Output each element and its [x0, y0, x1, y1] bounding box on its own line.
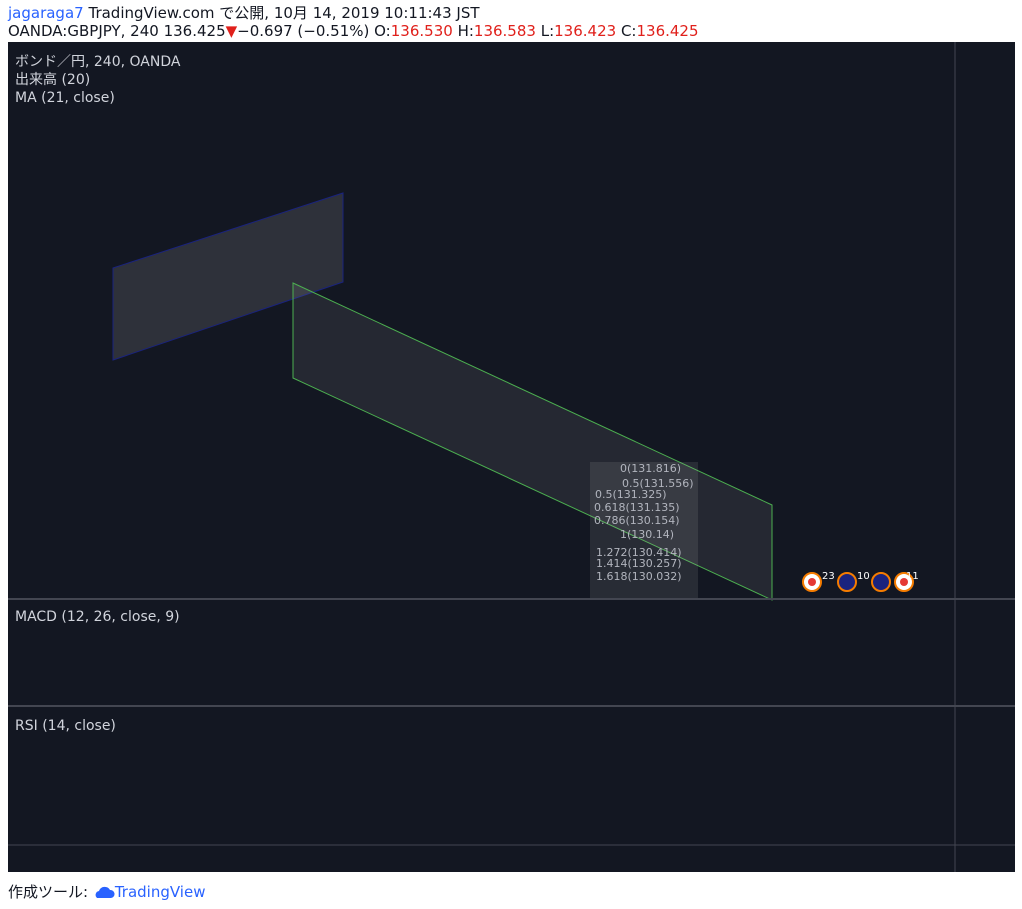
legend-entry: 出来高 (20) — [15, 71, 90, 88]
footer: 作成ツール: TradingView — [8, 881, 205, 902]
ohlc-key: C: — [620, 22, 637, 40]
fib-label: 0.5(131.325) — [595, 488, 667, 501]
ohlc-value: 136.583 — [473, 22, 536, 40]
header-line-2: OANDA:GBPJPY, 240 136.425▼−0.697 (−0.51%… — [8, 22, 699, 40]
down-arrow: ▼ — [225, 22, 238, 40]
event-flag — [900, 578, 908, 586]
fib-label: 0(131.816) — [620, 462, 681, 475]
fib-label: 1(130.14) — [620, 528, 674, 541]
chart: 0(131.816) 0.5(131.556) 0.5(131.325) 0.6… — [8, 42, 1015, 872]
brand[interactable]: TradingView — [114, 883, 206, 901]
symbol: OANDA:GBPJPY, 240 — [8, 22, 159, 40]
main-title: ボンド／円, 240, OANDA — [15, 54, 181, 70]
event-count: 23 — [822, 571, 835, 582]
rsi-title: RSI (14, close) — [15, 718, 116, 734]
event-flag — [808, 578, 816, 586]
brand-icon — [95, 886, 115, 898]
ohlc-key: H: — [457, 22, 474, 40]
fib-label: 1.272(130.414) — [596, 546, 682, 559]
header: jagaraga7 TradingView.com で公開, 10月 14, 2… — [8, 4, 699, 40]
footer-label: 作成ツール: — [8, 883, 89, 901]
user[interactable]: jagaraga7 — [8, 4, 84, 22]
event-count: 11 — [906, 571, 919, 582]
fib-label: 0.5(131.556) — [622, 477, 694, 490]
event-icon[interactable] — [837, 572, 857, 592]
events: 23 10 11 — [802, 571, 919, 592]
header-line-1: jagaraga7 TradingView.com で公開, 10月 14, 2… — [8, 4, 699, 22]
fib-zone — [590, 462, 698, 598]
fib-label: 0.618(131.135) — [594, 501, 680, 514]
macd-title: MACD (12, 26, close, 9) — [15, 609, 180, 625]
ohlc-value: 136.530 — [390, 22, 453, 40]
fib-label: 1.618(130.032) — [596, 570, 682, 583]
chart-background — [8, 42, 1015, 872]
event-icon[interactable] — [871, 572, 891, 592]
fib-label: 0.786(130.154) — [594, 514, 680, 527]
last-price: 136.425 — [163, 22, 226, 40]
event-count: 10 — [857, 571, 870, 582]
legend-entry: MA (21, close) — [15, 90, 115, 106]
ohlc-value: 136.423 — [554, 22, 617, 40]
ohlc-key: O: — [374, 22, 391, 40]
ohlc-value: 136.425 — [636, 22, 699, 40]
ohlc-key: L: — [540, 22, 555, 40]
fib-label: 1.414(130.257) — [596, 557, 682, 570]
change: −0.697 (−0.51%) — [237, 22, 370, 40]
fib-labels: 0(131.816) 0.5(131.556) 0.5(131.325) 0.6… — [594, 462, 694, 583]
published: TradingView.com で公開, 10月 14, 2019 10:11:… — [88, 4, 480, 22]
up-channel — [112, 192, 344, 361]
